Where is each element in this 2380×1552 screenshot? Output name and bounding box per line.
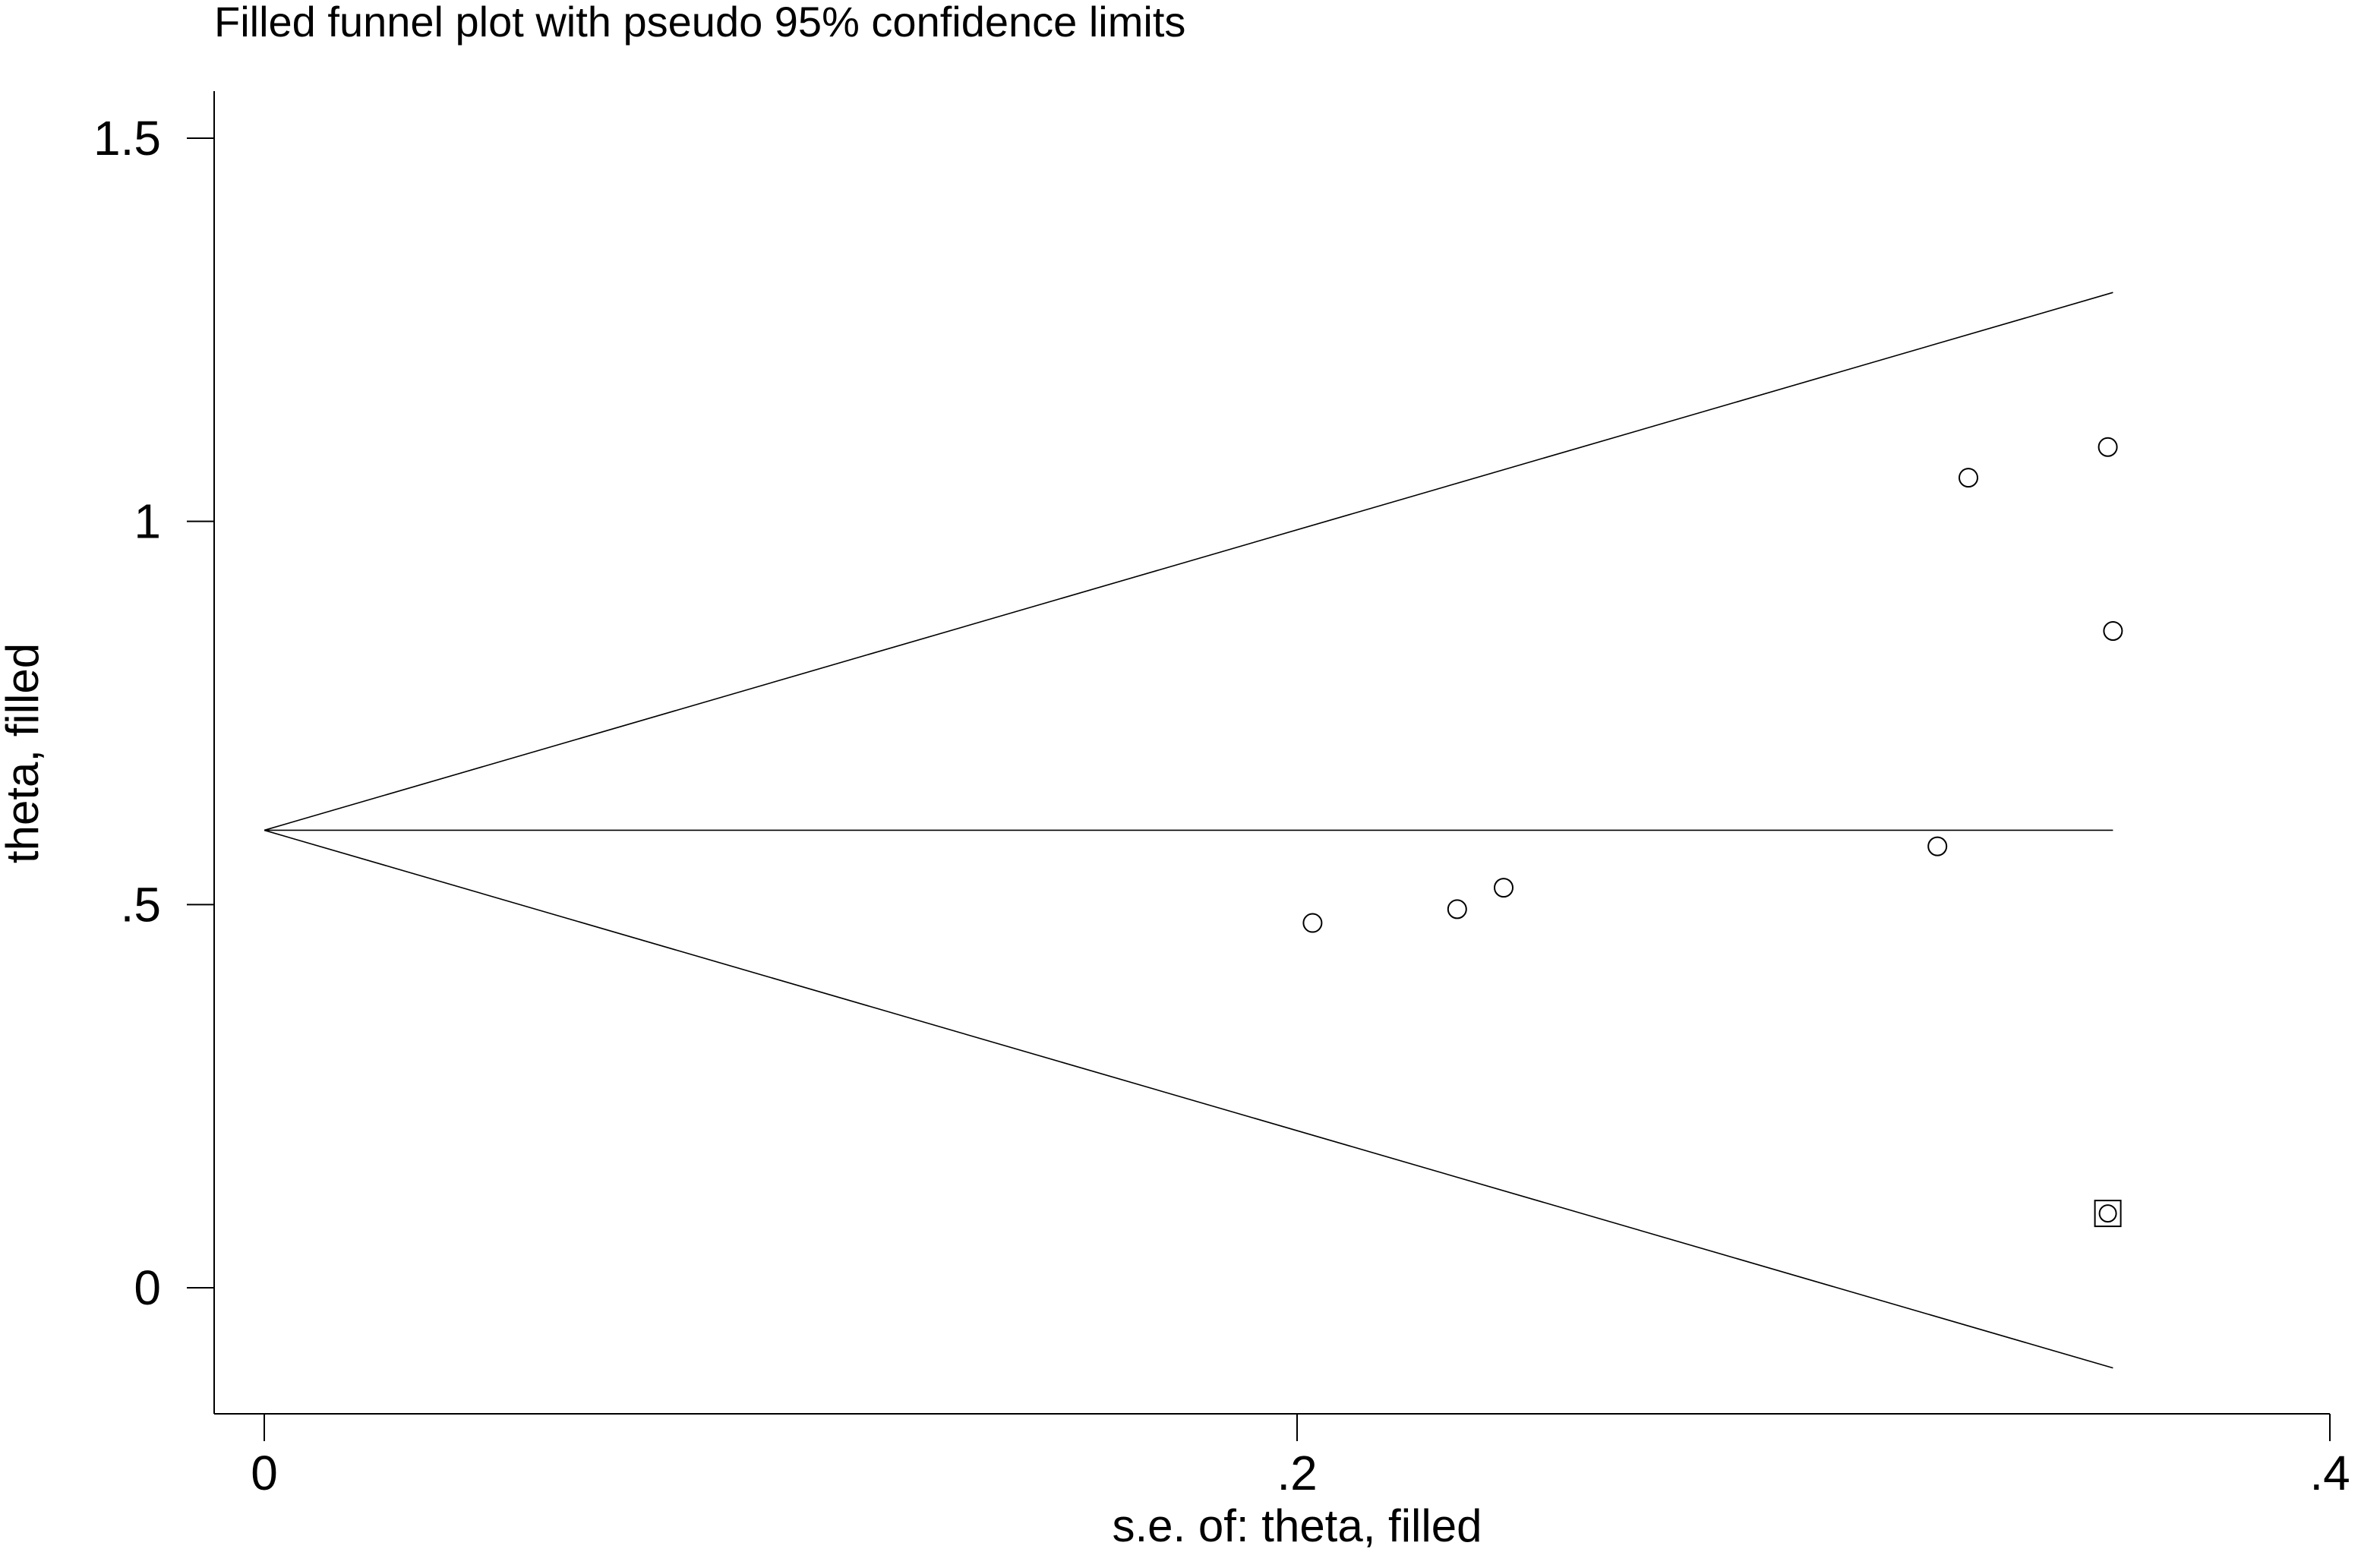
study-point — [1959, 468, 1978, 488]
study-point — [1447, 899, 1467, 920]
study-point — [1302, 913, 1323, 933]
y-tick-label: 1 — [134, 494, 161, 549]
study-point — [2097, 437, 2118, 457]
plot-frame — [213, 91, 2330, 1415]
x-axis-ticks: 0 .2 .4 — [251, 1414, 2350, 1500]
data-points — [1302, 437, 2123, 1228]
y-tick-label: 0 — [134, 1260, 161, 1315]
filled-study-point — [2098, 1204, 2117, 1223]
funnel-lines — [264, 292, 2113, 1369]
study-point — [2103, 621, 2123, 642]
x-tick-label: .2 — [1277, 1446, 1317, 1500]
x-tick-label: 0 — [251, 1446, 278, 1500]
y-axis-label: theta, filled — [0, 643, 48, 863]
x-tick-label: .4 — [2309, 1446, 2350, 1500]
lower-confidence-limit-line — [264, 829, 2113, 1369]
study-point — [1927, 836, 1948, 856]
x-axis-label: s.e. of: theta, filled — [1113, 1500, 1482, 1551]
chart-title: Filled funnel plot with pseudo 95% confi… — [214, 0, 1185, 46]
filled-study-square-marker — [2094, 1200, 2122, 1228]
y-tick-label: 1.5 — [93, 111, 161, 166]
y-axis-ticks: 0 .5 1 1.5 — [93, 111, 214, 1315]
study-point — [1494, 878, 1514, 898]
y-tick-label: .5 — [121, 877, 161, 932]
upper-confidence-limit-line — [264, 292, 2113, 831]
